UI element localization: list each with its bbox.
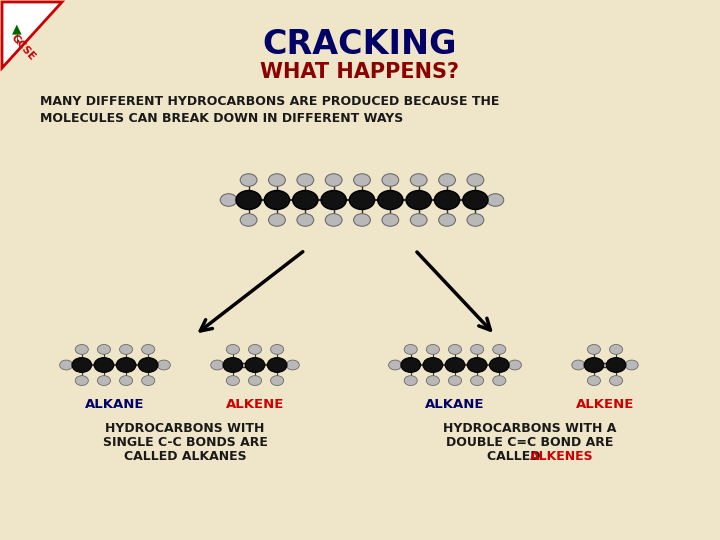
Ellipse shape bbox=[354, 174, 370, 186]
Ellipse shape bbox=[467, 357, 487, 373]
Ellipse shape bbox=[492, 345, 506, 354]
Ellipse shape bbox=[438, 174, 456, 186]
Text: ALKENE: ALKENE bbox=[226, 398, 284, 411]
Text: |: | bbox=[16, 33, 19, 44]
Ellipse shape bbox=[426, 376, 439, 386]
Ellipse shape bbox=[410, 174, 427, 186]
Ellipse shape bbox=[445, 357, 465, 373]
Ellipse shape bbox=[297, 174, 314, 186]
Ellipse shape bbox=[584, 357, 604, 373]
Ellipse shape bbox=[248, 376, 261, 386]
Ellipse shape bbox=[142, 376, 155, 386]
Ellipse shape bbox=[325, 214, 342, 226]
Ellipse shape bbox=[72, 357, 91, 373]
Ellipse shape bbox=[449, 376, 462, 386]
Ellipse shape bbox=[325, 174, 342, 186]
Ellipse shape bbox=[410, 214, 427, 226]
Ellipse shape bbox=[97, 345, 110, 354]
Ellipse shape bbox=[223, 357, 243, 373]
Ellipse shape bbox=[157, 360, 171, 370]
Ellipse shape bbox=[463, 191, 488, 210]
Ellipse shape bbox=[264, 191, 289, 210]
Ellipse shape bbox=[434, 191, 459, 210]
Ellipse shape bbox=[75, 345, 89, 354]
Ellipse shape bbox=[606, 357, 626, 373]
Ellipse shape bbox=[293, 191, 318, 210]
Ellipse shape bbox=[401, 357, 420, 373]
Ellipse shape bbox=[248, 345, 261, 354]
Ellipse shape bbox=[490, 357, 509, 373]
Ellipse shape bbox=[492, 376, 506, 386]
Ellipse shape bbox=[438, 214, 456, 226]
Ellipse shape bbox=[220, 194, 237, 206]
Ellipse shape bbox=[471, 345, 484, 354]
Ellipse shape bbox=[625, 360, 638, 370]
Text: ALKENES: ALKENES bbox=[530, 450, 593, 463]
Ellipse shape bbox=[508, 360, 521, 370]
Text: HYDROCARBONS WITH: HYDROCARBONS WITH bbox=[105, 422, 265, 435]
Ellipse shape bbox=[349, 191, 374, 210]
Text: CALLED: CALLED bbox=[487, 450, 545, 463]
Ellipse shape bbox=[271, 376, 284, 386]
Ellipse shape bbox=[269, 174, 285, 186]
Ellipse shape bbox=[406, 191, 431, 210]
Ellipse shape bbox=[60, 360, 73, 370]
Text: ▲: ▲ bbox=[12, 22, 22, 35]
Ellipse shape bbox=[471, 376, 484, 386]
Ellipse shape bbox=[120, 376, 132, 386]
Ellipse shape bbox=[588, 376, 600, 386]
Ellipse shape bbox=[354, 214, 370, 226]
Ellipse shape bbox=[449, 345, 462, 354]
Ellipse shape bbox=[487, 194, 504, 206]
Ellipse shape bbox=[267, 357, 287, 373]
Ellipse shape bbox=[94, 357, 114, 373]
Ellipse shape bbox=[378, 191, 403, 210]
Text: CRACKING: CRACKING bbox=[263, 28, 457, 61]
Ellipse shape bbox=[226, 376, 240, 386]
Ellipse shape bbox=[271, 345, 284, 354]
Text: MANY DIFFERENT HYDROCARBONS ARE PRODUCED BECAUSE THE
MOLECULES CAN BREAK DOWN IN: MANY DIFFERENT HYDROCARBONS ARE PRODUCED… bbox=[40, 95, 500, 125]
Ellipse shape bbox=[382, 174, 399, 186]
Ellipse shape bbox=[610, 345, 623, 354]
Ellipse shape bbox=[138, 357, 158, 373]
Ellipse shape bbox=[75, 376, 89, 386]
Ellipse shape bbox=[211, 360, 224, 370]
Ellipse shape bbox=[467, 214, 484, 226]
Ellipse shape bbox=[116, 357, 136, 373]
Text: ALKENE: ALKENE bbox=[576, 398, 634, 411]
Text: ALKANE: ALKANE bbox=[85, 398, 145, 411]
Ellipse shape bbox=[423, 357, 443, 373]
Ellipse shape bbox=[382, 214, 399, 226]
Ellipse shape bbox=[236, 191, 261, 210]
Ellipse shape bbox=[588, 345, 600, 354]
Ellipse shape bbox=[321, 191, 346, 210]
Ellipse shape bbox=[120, 345, 132, 354]
Ellipse shape bbox=[297, 214, 314, 226]
Ellipse shape bbox=[240, 174, 257, 186]
Ellipse shape bbox=[142, 345, 155, 354]
Ellipse shape bbox=[240, 214, 257, 226]
Ellipse shape bbox=[404, 345, 418, 354]
Ellipse shape bbox=[572, 360, 585, 370]
Text: WHAT HAPPENS?: WHAT HAPPENS? bbox=[261, 62, 459, 82]
Ellipse shape bbox=[467, 174, 484, 186]
Ellipse shape bbox=[286, 360, 300, 370]
Text: SINGLE C-C BONDS ARE: SINGLE C-C BONDS ARE bbox=[102, 436, 267, 449]
Polygon shape bbox=[2, 2, 62, 68]
Text: HYDROCARBONS WITH A: HYDROCARBONS WITH A bbox=[444, 422, 617, 435]
Text: ALKANE: ALKANE bbox=[426, 398, 485, 411]
Text: CALLED ALKANES: CALLED ALKANES bbox=[124, 450, 246, 463]
Ellipse shape bbox=[269, 214, 285, 226]
Ellipse shape bbox=[389, 360, 402, 370]
Ellipse shape bbox=[97, 376, 110, 386]
Ellipse shape bbox=[610, 376, 623, 386]
Ellipse shape bbox=[426, 345, 439, 354]
Text: GCSE: GCSE bbox=[9, 32, 37, 62]
Ellipse shape bbox=[226, 345, 240, 354]
Text: DOUBLE C=C BOND ARE: DOUBLE C=C BOND ARE bbox=[446, 436, 613, 449]
Ellipse shape bbox=[404, 376, 418, 386]
Ellipse shape bbox=[245, 357, 265, 373]
